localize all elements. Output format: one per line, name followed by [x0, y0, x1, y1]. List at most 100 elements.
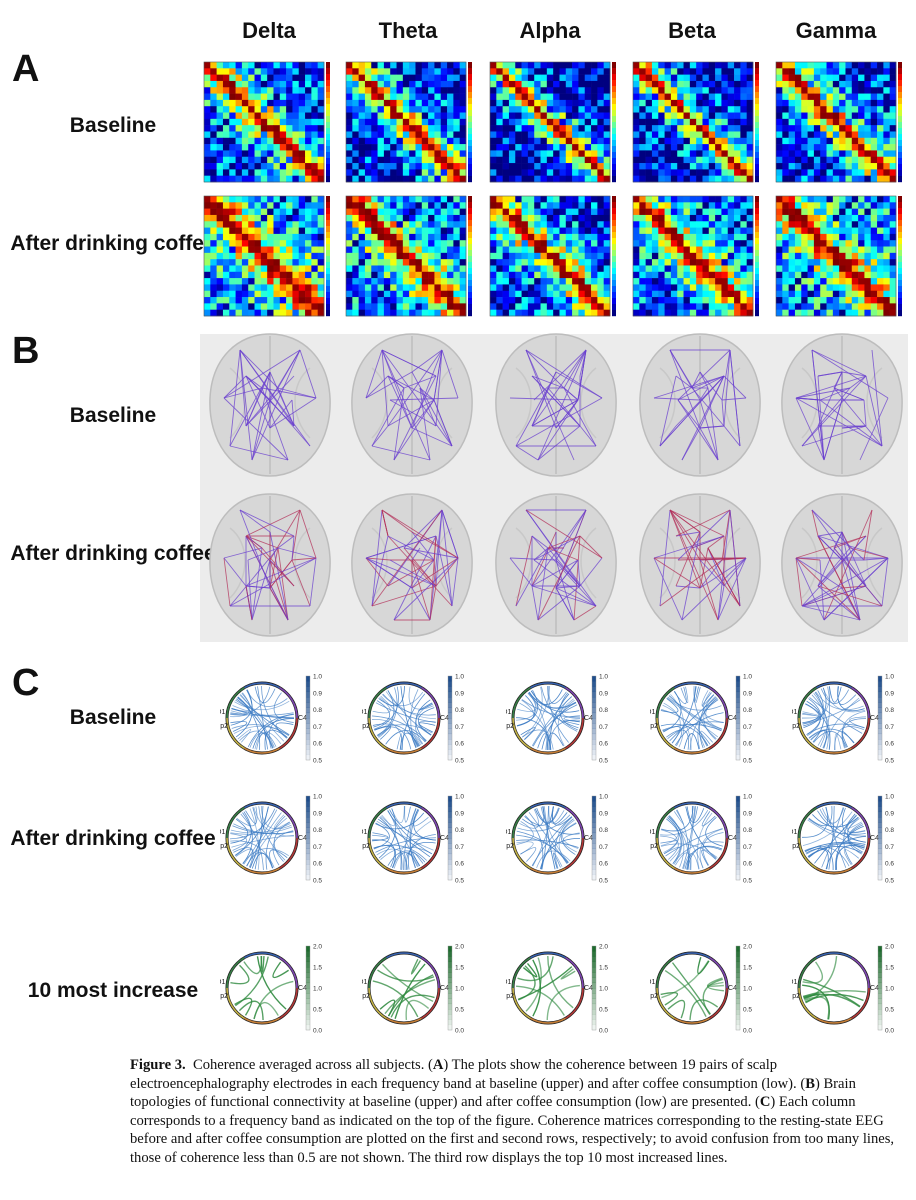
colorbar-tick-label: 0.9 — [599, 810, 608, 817]
coherence-matrix-theta-after — [345, 195, 472, 317]
caption-label: Figure 3. — [130, 1057, 186, 1073]
electrode-label-o1: O1 — [220, 829, 225, 836]
colorbar-tick-label: 2.0 — [455, 944, 464, 951]
connectivity-circle-gamma-after: O1 Fp2 C4 1.0 0.9 0.8 0.7 0.6 0.5 — [792, 794, 894, 885]
colorbar-tick-label: 0.7 — [599, 844, 608, 851]
colorbar-tick-label: 0.5 — [599, 1007, 608, 1014]
electrode-label-c4: C4 — [298, 985, 307, 992]
colorbar-tick-label: 0.6 — [599, 741, 608, 748]
colorbar-tick-label: 0.9 — [885, 690, 894, 697]
coherence-matrix-delta-after — [203, 195, 330, 317]
colorbar-tick-label: 0.8 — [313, 827, 322, 834]
colorbar-tick-label: 0.6 — [313, 861, 322, 868]
colorbar-tick-label: 1.0 — [313, 794, 322, 801]
colorbar-tick-label: 0.9 — [313, 690, 322, 697]
coherence-matrix-theta-baseline — [345, 61, 472, 183]
brain-topology-gamma-after — [781, 493, 903, 637]
electrode-label-c4: C4 — [440, 985, 449, 992]
colorbar-tick-label: 0.9 — [455, 810, 464, 817]
electrode-label-fp2: Fp2 — [650, 723, 658, 730]
colorbar-tick-label: 1.0 — [455, 794, 464, 801]
electrode-label-fp2: Fp2 — [650, 843, 658, 850]
colorbar-tick-label: 0.7 — [599, 724, 608, 731]
colorbar-tick-label: 0.5 — [885, 758, 894, 765]
electrode-label-o1: O1 — [792, 979, 797, 986]
colorbar-tick-label: 0.5 — [743, 878, 752, 885]
column-header-gamma: Gamma — [795, 18, 877, 43]
colorbar-tick-label: 0.6 — [455, 861, 464, 868]
colorbar-tick-label: 0.7 — [743, 724, 752, 731]
brain-topology-gamma-baseline — [781, 333, 903, 477]
colorbar-tick-label: 0.7 — [313, 724, 322, 731]
electrode-label-fp2: Fp2 — [220, 723, 228, 730]
connectivity-circle-alpha-increase: O1 Fp2 C4 2.0 1.5 1.0 0.5 0.0 — [506, 944, 608, 1035]
caption-ref-b: B — [805, 1075, 815, 1092]
colorbar-tick-label: 0.8 — [313, 707, 322, 714]
colorbar-tick-label: 0.6 — [885, 741, 894, 748]
colorbar-tick-label: 0.7 — [455, 724, 464, 731]
colorbar-tick-label: 0.0 — [455, 1028, 464, 1035]
connectivity-circle-gamma-baseline: O1 Fp2 C4 1.0 0.9 0.8 0.7 0.6 0.5 — [792, 674, 894, 765]
colorbar-tick-label: 1.0 — [743, 674, 752, 681]
electrode-label-o1: O1 — [506, 709, 511, 716]
electrode-label-c4: C4 — [584, 985, 593, 992]
colorbar-tick-label: 0.8 — [455, 827, 464, 834]
coherence-matrix-gamma-baseline — [775, 61, 902, 183]
brain-topology-theta-after — [351, 493, 473, 637]
electrode-label-c4: C4 — [584, 715, 593, 722]
colorbar-tick-label: 0.6 — [743, 861, 752, 868]
colorbar-tick-label: 0.8 — [599, 827, 608, 834]
colorbar-tick-label: 0.9 — [743, 810, 752, 817]
electrode-label-fp2: Fp2 — [650, 993, 658, 1000]
colorbar-tick-label: 0.0 — [313, 1028, 322, 1035]
colorbar-tick-label: 0.9 — [743, 690, 752, 697]
electrode-label-fp2: Fp2 — [362, 723, 370, 730]
connectivity-circle-delta-baseline: O1 Fp2 C4 1.0 0.9 0.8 0.7 0.6 0.5 — [220, 674, 322, 765]
colorbar-tick-label: 1.0 — [599, 794, 608, 801]
colorbar-tick-label: 0.8 — [885, 827, 894, 834]
colorbar-tick-label: 1.0 — [743, 794, 752, 801]
electrode-label-o1: O1 — [650, 829, 655, 836]
column-header-alpha: Alpha — [519, 18, 581, 43]
colorbar-tick-label: 0.5 — [599, 758, 608, 765]
colorbar-tick-label: 0.8 — [743, 707, 752, 714]
colorbar-tick-label: 1.5 — [599, 965, 608, 972]
colorbar-tick-label: 1.0 — [599, 674, 608, 681]
brain-topology-beta-after — [639, 493, 761, 637]
colorbar-tick-label: 1.0 — [313, 986, 322, 993]
colorbar-tick-label: 0.9 — [455, 690, 464, 697]
colorbar-tick-label: 1.0 — [313, 674, 322, 681]
colorbar-tick-label: 0.5 — [455, 1007, 464, 1014]
electrode-label-o1: O1 — [650, 709, 655, 716]
colorbar-tick-label: 0.5 — [743, 758, 752, 765]
colorbar-tick-label: 0.7 — [743, 844, 752, 851]
caption-ref-a: A — [432, 1057, 444, 1073]
caption-p2: ) Brain topologies of functional connect… — [130, 1075, 856, 1111]
electrode-label-fp2: Fp2 — [362, 993, 370, 1000]
colorbar-tick-label: 0.5 — [743, 1007, 752, 1014]
colorbar-tick-label: 0.9 — [599, 690, 608, 697]
colorbar-tick-label: 0.8 — [885, 707, 894, 714]
colorbar-tick-label: 0.8 — [599, 707, 608, 714]
caption-title: Coherence averaged across all subjects. — [192, 1057, 425, 1073]
colorbar-tick-label: 0.5 — [313, 1007, 322, 1014]
caption-p1-pre: ( — [428, 1057, 433, 1073]
colorbar-tick-label: 1.5 — [885, 965, 894, 972]
electrode-label-c4: C4 — [728, 985, 737, 992]
colorbar-tick-label: 0.9 — [313, 810, 322, 817]
electrode-label-o1: O1 — [220, 709, 225, 716]
electrode-label-fp2: Fp2 — [220, 843, 228, 850]
brain-topology-delta-baseline — [209, 333, 331, 477]
brain-topology-alpha-after — [495, 493, 617, 637]
caption-p3: ) Each column corresponds to a frequency… — [130, 1094, 895, 1166]
colorbar-tick-label: 1.0 — [455, 674, 464, 681]
panel-a-row-baseline: Baseline — [69, 114, 157, 137]
colorbar-tick-label: 2.0 — [743, 944, 752, 951]
panel-c-letter: C — [12, 662, 40, 704]
caption-p1: ) The plots show the coherence between 1… — [130, 1057, 806, 1092]
panel-b-row-baseline: Baseline — [69, 404, 157, 427]
colorbar-tick-label: 0.0 — [743, 1028, 752, 1035]
colorbar-tick-label: 1.5 — [455, 965, 464, 972]
electrode-label-o1: O1 — [362, 829, 367, 836]
column-header-beta: Beta — [668, 18, 716, 43]
